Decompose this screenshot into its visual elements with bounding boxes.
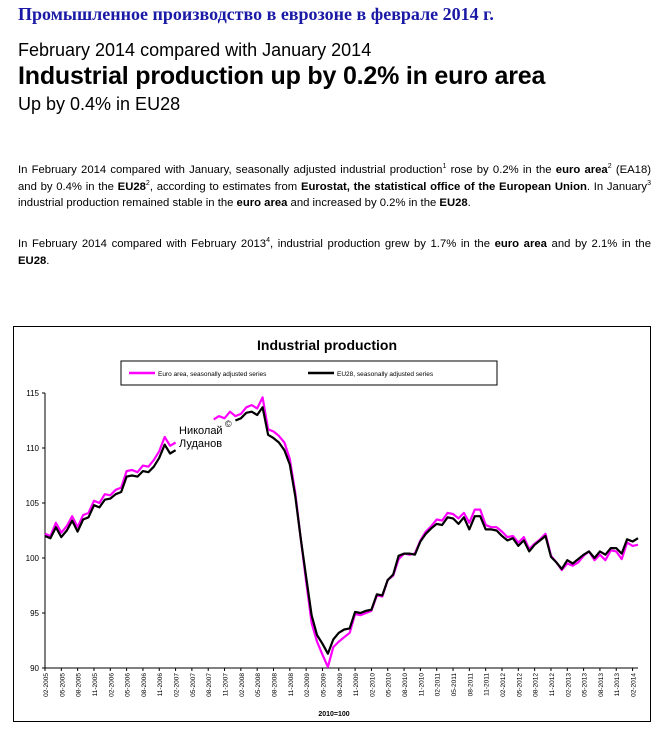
series-line-eu28 (44, 443, 177, 540)
bold-text: euro area (555, 164, 608, 176)
x-tick-label: 02-2006 (108, 673, 115, 697)
text: In February 2014 compared with January, … (18, 164, 443, 176)
x-axis-label: 2010=100 (318, 711, 349, 718)
x-tick-label: 08-2012 (533, 673, 540, 697)
watermark-line1: Николай (179, 425, 223, 437)
chart-canvas: Industrial production Euro area, seasona… (26, 337, 639, 718)
x-tick-label: 08-2006 (141, 673, 148, 697)
x-tick-label: 05-2008 (255, 673, 262, 697)
footnote-ref: 2 (607, 163, 612, 171)
bold-text: EU28 (439, 197, 468, 210)
x-tick-label: 08-2010 (402, 673, 409, 697)
chart-axes: 90 95 100 105 110 115 02-2005 05-2005 08-2005 11-… (26, 389, 638, 697)
x-tick-label: 08-2013 (598, 673, 605, 697)
x-tick-label: 02-2011 (435, 673, 442, 697)
y-tick-label: 90 (30, 664, 39, 673)
x-tick-label: 05-2013 (582, 673, 589, 697)
x-tick-label: 05-2006 (125, 673, 132, 697)
bold-text: Eurostat, the statistical office of the … (300, 180, 587, 193)
text: (EA18) and by 0.4% in the (18, 164, 651, 193)
series-line-euro-area (44, 435, 177, 538)
text: , according to estimates from (149, 180, 301, 193)
chart-series (44, 396, 639, 668)
x-tick-label: 02-2008 (239, 673, 246, 697)
x-tick-label: 05-2007 (190, 673, 197, 697)
text: and increased by 0.2% in the (287, 197, 440, 210)
x-tick-label: 02-2013 (565, 673, 572, 697)
text: . In January (586, 180, 648, 193)
bold-text: EU28 (18, 254, 47, 267)
text: In February 2014 compared with February … (18, 238, 267, 250)
x-tick-label: 02-2012 (500, 673, 507, 697)
x-tick-label: 11-2011 (484, 673, 491, 696)
x-tick-label: 02-2005 (43, 673, 50, 697)
footnote-ref: 3 (647, 179, 651, 187)
y-tick-label: 100 (26, 554, 40, 563)
x-tick-label: 08-2008 (271, 673, 278, 697)
watermark: Николай © Луданов (179, 419, 232, 450)
y-tick-label: 110 (26, 444, 39, 453)
x-tick-label: 02-2007 (174, 673, 181, 697)
x-tick-label: 05-2009 (320, 673, 327, 697)
x-tick-label: 02-2009 (304, 673, 311, 697)
x-tick-label: 05-2011 (451, 673, 458, 697)
x-tick-label: 02-2010 (369, 673, 376, 697)
legend-label-euro-area: Euro area, seasonally adjusted series (158, 371, 267, 378)
text: . (467, 197, 471, 210)
x-tick-label: 08-2005 (76, 673, 83, 697)
text: industrial production remained stable in… (18, 197, 237, 210)
sub-headline: Up by 0.4% in EU28 (18, 94, 181, 114)
x-tick-label: 11-2007 (223, 673, 230, 697)
bold-text: euro area (494, 238, 547, 250)
footnote-ref: 2 (145, 179, 150, 187)
x-tick-label: 11-2010 (418, 673, 425, 697)
text: rose by 0.2% in the (446, 164, 556, 176)
headline: Industrial production up by 0.2% in euro… (18, 62, 546, 90)
y-tick-label: 105 (26, 499, 40, 508)
y-tick-label: 95 (30, 609, 39, 618)
x-tick-label: 11-2009 (353, 673, 360, 697)
footnote-ref: 1 (442, 163, 447, 171)
x-tick-label: 08-2007 (206, 673, 213, 697)
chart-title: Industrial production (257, 337, 397, 353)
x-tick-label: 11-2013 (614, 673, 621, 697)
footnote-ref: 4 (266, 237, 270, 245)
x-tick-label: 08-2009 (337, 673, 344, 697)
x-tick-label: 11-2005 (92, 673, 99, 697)
russian-title: Промышленное производство в еврозоне в ф… (18, 4, 494, 24)
comparison-subtitle: February 2014 compared with January 2014 (18, 40, 372, 60)
x-tick-label: 11-2012 (549, 673, 556, 697)
paragraph-annual: In February 2014 compared with February … (18, 236, 651, 269)
chart-legend: Euro area, seasonally adjusted series EU… (120, 360, 498, 386)
x-tick-label: 05-2012 (516, 673, 523, 697)
x-tick-label: 11-2006 (157, 673, 164, 697)
x-tick-label: 05-2010 (386, 673, 393, 697)
watermark-line2: Луданов (179, 438, 222, 450)
bold-text: EU28 (117, 180, 146, 193)
x-tick-label: 02-2014 (631, 673, 638, 697)
x-tick-label: 05-2005 (59, 673, 66, 697)
series-line-eu28 (234, 406, 639, 655)
watermark-copyright-symbol: © (225, 419, 232, 429)
industrial-production-chart: Industrial production Euro area, seasona… (13, 326, 651, 722)
text: . (46, 254, 50, 267)
legend-label-eu28: EU28, seasonally adjusted series (337, 371, 434, 378)
bold-text: euro area (236, 197, 288, 210)
series-line-euro-area (213, 396, 639, 668)
text: , industrial production grew by 1.7% in … (269, 238, 495, 250)
x-tick-label: 11-2008 (288, 673, 295, 697)
x-tick-label: 08-2011 (467, 673, 474, 697)
text: and by 2.1% in the (546, 238, 651, 250)
paragraph-monthly: In February 2014 compared with January, … (18, 162, 651, 212)
y-tick-label: 115 (26, 389, 39, 398)
